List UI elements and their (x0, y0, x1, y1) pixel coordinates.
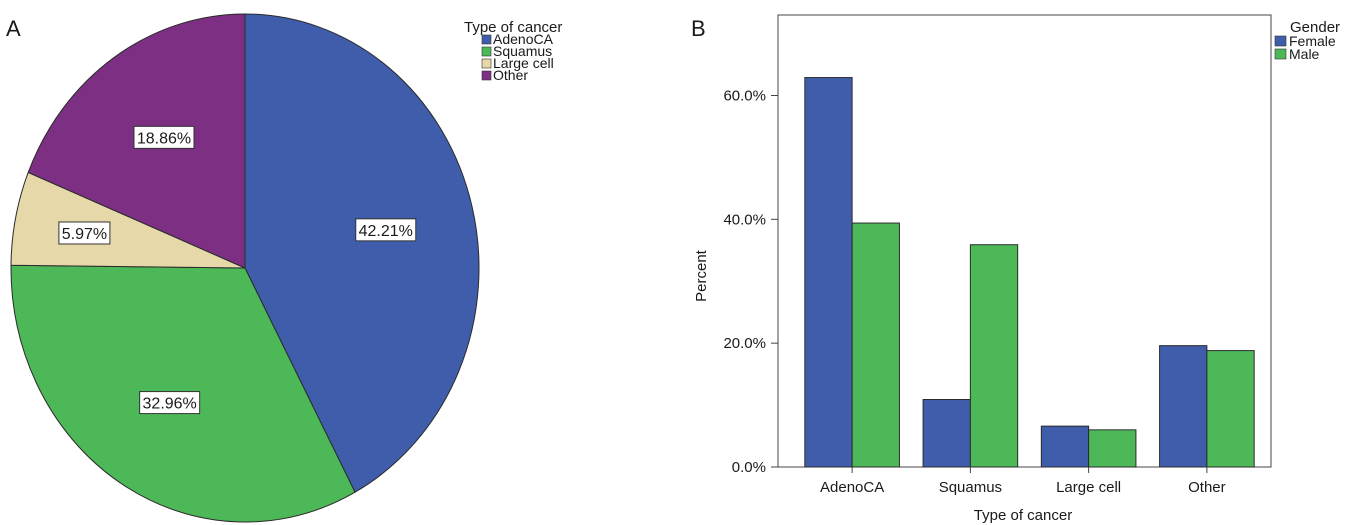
x-axis: AdenoCA Squamus Large cell Other (820, 467, 1226, 496)
bar-female-large-cell (1040, 425, 1090, 468)
x-tick-label-squamus: Squamus (939, 479, 1002, 496)
bar-female-other (1159, 345, 1208, 468)
bar-female-adenoca (804, 77, 853, 468)
pie-label-box-large-cell (58, 221, 111, 245)
y-axis-title: Percent (693, 249, 710, 302)
pie-chart-panel: A 42.21% 32.96% 5.97% 18.86% Type of cancer… (6, 13, 562, 523)
bar-legend-swatch-female (1274, 35, 1287, 47)
pie-legend-item-large-cell: Large cell (493, 55, 554, 71)
pie-value-label-squamus: 32.96% (143, 396, 197, 413)
pie-legend-swatch-other (481, 70, 492, 81)
y-tick-label: 20.0% (723, 335, 766, 352)
pie-legend-swatch-squamus (481, 46, 492, 57)
bar-male-large-cell (1088, 429, 1137, 468)
x-axis-title: Type of cancer (974, 507, 1072, 524)
bar-legend-item-female: Female (1289, 33, 1336, 49)
bar-male-other (1206, 350, 1255, 468)
bar-chart-panel: B 0.0% 20.0% 40.0% 60.0% AdenoCA Squamus Larg… (691, 14, 1340, 524)
pie-slices (10, 13, 480, 523)
pie-legend-item-squamus: Squamus (493, 43, 552, 59)
pie-value-label-adenoca: 42.21% (359, 223, 413, 240)
bar-male-adenoca (851, 222, 900, 468)
pie-legend-swatch-large-cell (481, 58, 492, 69)
bar-legend-swatch-male (1274, 48, 1287, 60)
y-tick-label: 60.0% (723, 87, 766, 104)
y-tick-label: 0.0% (732, 459, 766, 476)
pie-value-label-other: 18.86% (137, 130, 191, 147)
pie-legend-title: Type of cancer (464, 19, 562, 36)
bars (804, 77, 1255, 468)
bar-legend-item-male: Male (1289, 46, 1320, 62)
x-tick-label-large-cell: Large cell (1056, 479, 1121, 496)
pie-label-box-adenoca (355, 218, 417, 242)
pie-legend-swatch-adenoca (481, 34, 492, 45)
y-tick-label: 40.0% (723, 211, 766, 228)
bar-male-squamus (969, 244, 1019, 468)
pie-value-label-large-cell: 5.97% (62, 226, 107, 243)
y-axis: 0.0% 20.0% 40.0% 60.0% (723, 87, 778, 476)
bar-legend-title: Gender (1290, 19, 1340, 36)
pie-legend-item-adenoca: AdenoCA (493, 31, 554, 47)
panel-letter-b: B (691, 16, 706, 41)
x-tick-label-adenoca: AdenoCA (820, 479, 884, 496)
x-tick-label-other: Other (1188, 479, 1226, 496)
bar-female-squamus (922, 399, 971, 468)
pie-slice-adenoca (244, 13, 480, 493)
pie-legend-item-other: Other (493, 67, 528, 83)
panel-letter-a: A (6, 16, 21, 41)
pie-label-box-squamus (139, 391, 201, 415)
pie-label-box-other (133, 125, 195, 149)
pie-value-labels: 42.21% 32.96% 5.97% 18.86% (58, 125, 417, 415)
